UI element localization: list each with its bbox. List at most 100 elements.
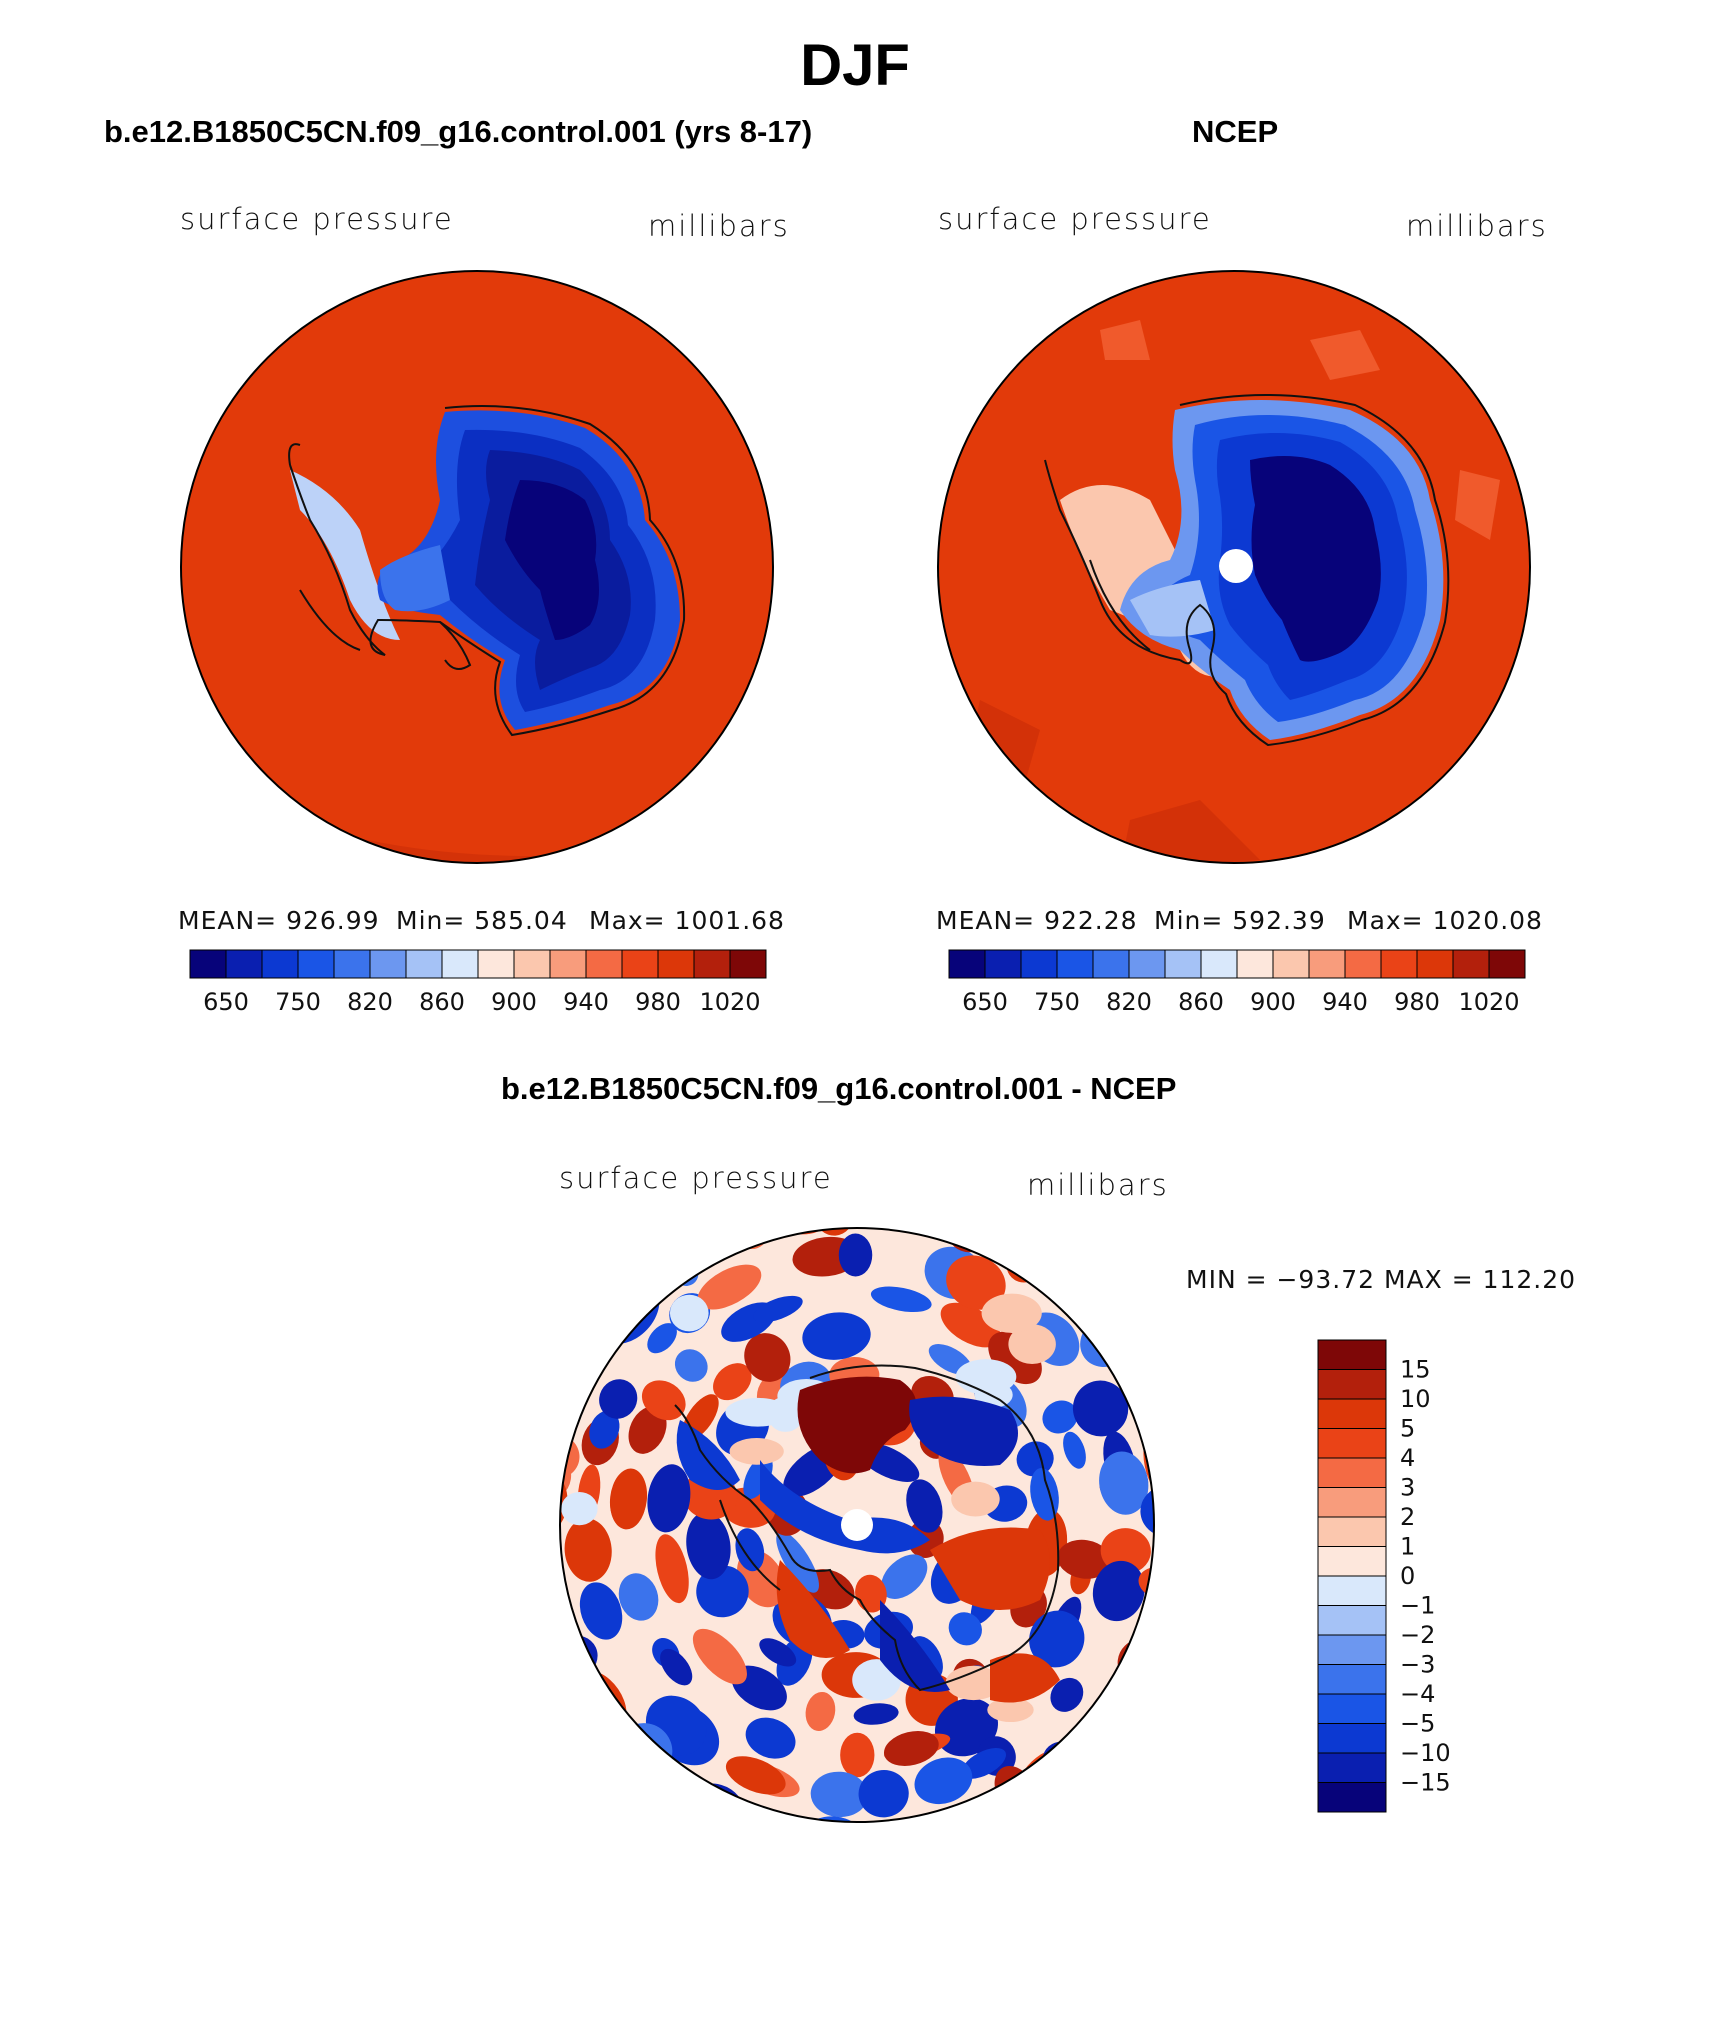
difference-cell <box>669 1294 709 1332</box>
difference-cell <box>744 1333 791 1382</box>
difference-cell <box>561 1492 598 1526</box>
panel-diff-units: millibars <box>1027 1168 1169 1202</box>
colorbar-obs-swatch <box>1236 949 1274 979</box>
colorbar-difference-swatch <box>1317 1398 1387 1429</box>
colorbar-obs-tick-label: 1020 <box>1458 988 1519 1016</box>
difference-cell <box>948 1612 982 1646</box>
difference-cell <box>945 1665 1002 1701</box>
difference-cell <box>802 1312 871 1360</box>
colorbar-model-swatch <box>693 949 731 979</box>
panel-model-min: Min= 585.04 <box>396 906 568 935</box>
difference-cell <box>759 1638 797 1667</box>
colorbar-model-tick-label: 650 <box>203 988 249 1016</box>
colorbar-obs-tick-label: 980 <box>1394 988 1440 1016</box>
map-model-border <box>180 270 774 864</box>
difference-cell <box>589 1410 620 1449</box>
colorbar-obs-tick-label: 820 <box>1106 988 1152 1016</box>
difference-cell <box>934 1698 999 1757</box>
colorbar-obs-swatch <box>1200 949 1238 979</box>
colorbar-model-tick-label: 980 <box>635 988 681 1016</box>
colorbar-obs: 650 750 820 860 900 940 980 1020 <box>948 949 1526 1016</box>
map-obs-border <box>937 270 1531 864</box>
difference-cell <box>838 1233 873 1277</box>
difference-cell <box>610 1474 647 1530</box>
colorbar-model-swatch <box>225 949 263 979</box>
colorbar-model-swatch <box>405 949 443 979</box>
colorbar-difference-swatch <box>1317 1664 1387 1695</box>
difference-cell <box>914 1757 973 1805</box>
difference-cell <box>853 1703 899 1725</box>
difference-cell <box>858 1770 909 1818</box>
colorbar-difference-swatch <box>1317 1723 1387 1754</box>
difference-cell <box>725 1397 791 1427</box>
colorbar-obs-tick-label: 860 <box>1178 988 1224 1016</box>
colorbar-difference-tick-label: 3 <box>1400 1474 1415 1502</box>
panel-obs-min: Min= 592.39 <box>1154 906 1326 935</box>
colorbar-model-swatch <box>621 949 659 979</box>
colorbar-model-swatch <box>441 949 479 979</box>
difference-cell <box>987 1697 1034 1723</box>
panel-diff-minmax: MIN = −93.72 MAX = 112.20 <box>1186 1265 1577 1294</box>
difference-cell <box>729 1437 784 1465</box>
difference-cell <box>1016 1441 1054 1477</box>
colorbar-obs-swatch <box>1020 949 1058 979</box>
difference-cell <box>870 1286 932 1313</box>
colorbar-difference-swatch <box>1317 1782 1387 1813</box>
colorbar-obs-swatch <box>948 949 986 979</box>
colorbar-obs-swatch <box>1164 949 1202 979</box>
difference-cell <box>692 1628 747 1685</box>
map-difference-pole-hole <box>841 1509 873 1541</box>
colorbar-difference-tick-label: 15 <box>1400 1356 1431 1384</box>
colorbar-obs-swatch <box>1128 949 1166 979</box>
difference-cell <box>1030 1468 1059 1521</box>
colorbar-difference-swatch <box>1317 1339 1387 1370</box>
panel-obs-max: Max= 1020.08 <box>1347 906 1543 935</box>
colorbar-difference-swatch <box>1317 1546 1387 1577</box>
colorbar-obs-swatch <box>1308 949 1346 979</box>
map-difference-border <box>559 1227 1155 1823</box>
colorbar-difference-swatch <box>1317 1428 1387 1459</box>
colorbar-difference-swatch <box>1317 1605 1387 1636</box>
difference-cell <box>810 1771 868 1818</box>
difference-cell <box>743 1455 773 1499</box>
colorbar-model-tick-label: 750 <box>275 988 321 1016</box>
difference-cell <box>686 1512 731 1580</box>
panel-diff-title: b.e12.B1850C5CN.f09_g16.control.001 - NC… <box>501 1071 1177 1106</box>
difference-cell <box>735 1528 765 1572</box>
difference-cell <box>981 1293 1042 1333</box>
colorbar-model-swatch <box>549 949 587 979</box>
colorbar-difference-tick-label: 2 <box>1400 1503 1415 1531</box>
difference-cell <box>647 1323 677 1354</box>
colorbar-difference-swatch <box>1317 1516 1387 1547</box>
colorbar-difference-swatch <box>1317 1575 1387 1606</box>
colorbar-model-tick-label: 940 <box>563 988 609 1016</box>
difference-cell <box>1042 1400 1078 1434</box>
panel-obs-units: millibars <box>1406 209 1548 243</box>
colorbar-difference-swatch <box>1317 1369 1387 1400</box>
difference-cell <box>776 1531 819 1593</box>
colorbar-obs-tick-label: 650 <box>962 988 1008 1016</box>
panel-obs-variable: surface pressure <box>938 202 1212 236</box>
colorbar-obs-swatch <box>1344 949 1382 979</box>
colorbar-difference-tick-label: −1 <box>1400 1592 1435 1620</box>
difference-cell <box>1029 1610 1085 1668</box>
difference-cell <box>1099 1451 1149 1515</box>
difference-cell <box>674 1349 708 1382</box>
colorbar-difference-tick-label: −2 <box>1400 1621 1435 1649</box>
colorbar-difference-tick-label: 4 <box>1400 1444 1415 1472</box>
colorbar-model-swatch <box>189 949 227 979</box>
difference-cell <box>840 1732 875 1778</box>
colorbar-model-tick-label: 1020 <box>699 988 760 1016</box>
colorbar-difference-tick-label: 5 <box>1400 1415 1415 1443</box>
colorbar-difference-tick-label: −3 <box>1400 1651 1435 1679</box>
difference-cell <box>1050 1677 1084 1712</box>
colorbar-model-swatch <box>261 949 299 979</box>
difference-cell <box>1072 1380 1129 1437</box>
colorbar-model-tick-label: 900 <box>491 988 537 1016</box>
colorbar-model-swatch <box>297 949 335 979</box>
difference-cell <box>725 1756 786 1795</box>
difference-cell <box>940 1302 1001 1348</box>
colorbar-difference-tick-label: 10 <box>1400 1385 1431 1413</box>
colorbar-model-swatch <box>333 949 371 979</box>
difference-cell <box>1008 1324 1056 1365</box>
